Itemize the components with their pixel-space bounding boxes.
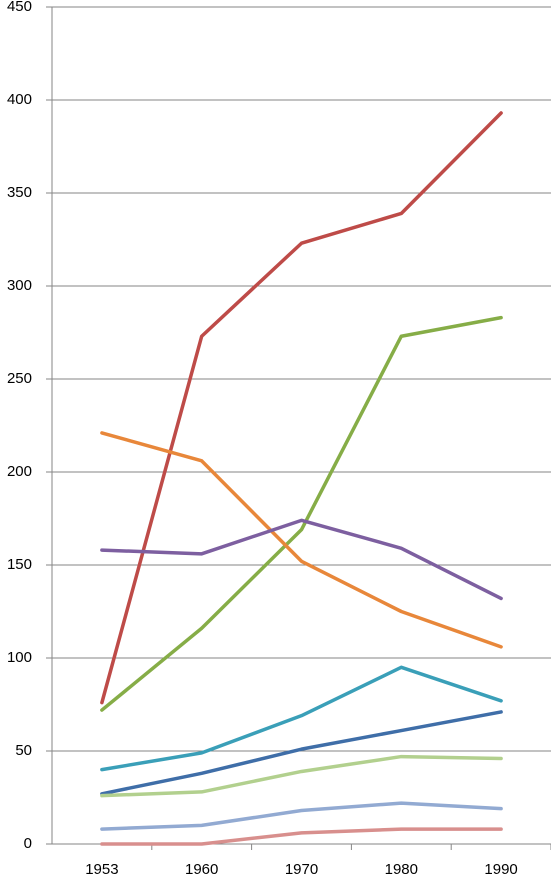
y-tick-label: 200: [7, 463, 32, 480]
y-tick-label: 0: [24, 835, 32, 852]
x-tick-label: 1990: [484, 861, 517, 878]
series-line: [100, 111, 503, 705]
series-line: [100, 665, 503, 772]
x-tick-label: 1960: [185, 861, 218, 878]
y-tick-label: 450: [7, 0, 32, 15]
x-tick-label: 1970: [285, 861, 318, 878]
y-tick-label: 350: [7, 184, 32, 201]
series-line: [100, 827, 503, 846]
x-tick-label: 1980: [385, 861, 418, 878]
y-tick-label: 400: [7, 91, 32, 108]
y-tick-label: 250: [7, 370, 32, 387]
y-tick-label: 50: [15, 742, 32, 759]
series-line: [100, 315, 503, 712]
series-line: [100, 754, 503, 798]
series-line: [100, 518, 503, 601]
series-line: [100, 431, 503, 649]
y-tick-label: 100: [7, 649, 32, 666]
series-line: [100, 710, 503, 796]
y-tick-label: 300: [7, 277, 32, 294]
series-line: [100, 801, 503, 831]
y-tick-label: 150: [7, 556, 32, 573]
x-tick-label: 1953: [85, 861, 118, 878]
